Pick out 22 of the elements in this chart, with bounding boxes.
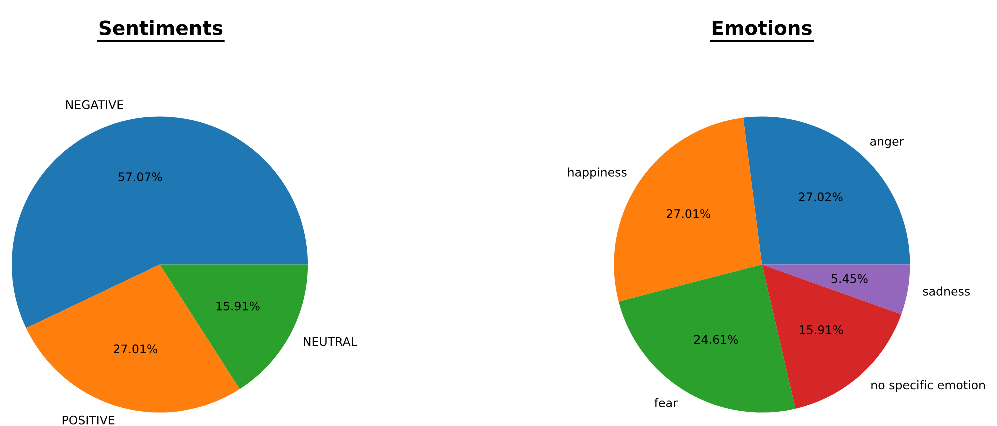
- data-label: 27.02%: [799, 192, 843, 202]
- slice-label: fear: [654, 398, 678, 408]
- data-label: 24.61%: [694, 335, 738, 344]
- data-label: 15.91%: [216, 302, 260, 311]
- data-label: 5.45%: [832, 274, 868, 284]
- pie-slice: [743, 116, 910, 265]
- pie-slice: [12, 116, 308, 328]
- data-label: 57.07%: [118, 172, 162, 182]
- slice-label: happiness: [568, 168, 627, 180]
- data-label: 27.01%: [114, 344, 158, 354]
- slice-label: POSITIVE: [62, 416, 115, 425]
- chart-title: Emotions: [712, 20, 812, 36]
- data-label: 27.01%: [667, 209, 711, 218]
- slice-label: NEUTRAL: [304, 337, 358, 346]
- slice-label: NEGATIVE: [66, 100, 124, 110]
- pie-slice: [762, 264, 910, 314]
- chart-title: Sentiments: [100, 20, 223, 36]
- pie-slice: [618, 264, 796, 413]
- data-label: 15.91%: [800, 326, 844, 334]
- slice-label: no specific emotion: [872, 380, 986, 392]
- slice-label: anger: [870, 139, 904, 148]
- slice-label: sadness: [923, 286, 970, 296]
